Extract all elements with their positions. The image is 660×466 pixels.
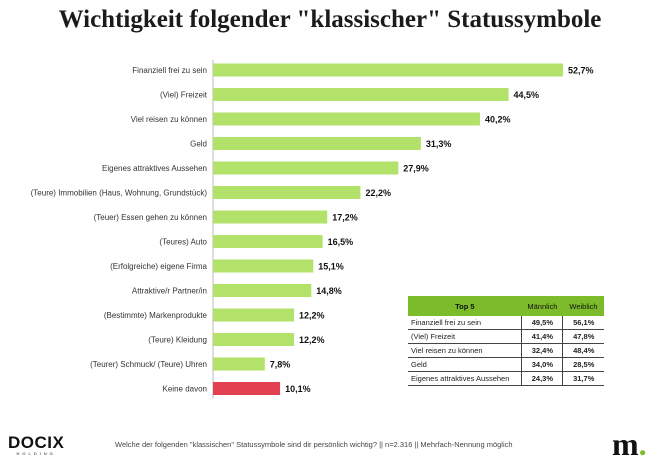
top5-row-female: 28,5% <box>562 357 604 372</box>
bar <box>213 210 328 224</box>
bar <box>213 137 421 150</box>
category-label: Eigenes attraktives Aussehen <box>102 164 207 173</box>
m-logo: m. <box>612 428 647 460</box>
m-logo-dot: . <box>638 426 647 462</box>
value-label: 16,5% <box>328 237 354 247</box>
top5-row-name: (Viel) Freizeit <box>408 329 522 344</box>
top5-row: (Viel) Freizeit 41,4% 47,8% <box>408 329 604 344</box>
top5-header-name: Top 5 <box>408 296 522 316</box>
top5-row-male: 49,5% <box>521 316 563 330</box>
value-label: 10,1% <box>285 384 311 394</box>
category-label: (Teure) Kleidung <box>148 336 207 345</box>
value-label: 12,2% <box>299 311 325 321</box>
category-label: (Teuer) Essen gehen zu können <box>94 213 207 222</box>
top5-row-name: Geld <box>408 357 522 372</box>
top5-row-female: 56,1% <box>562 316 604 330</box>
bar <box>213 112 480 126</box>
bar-chart: Finanziell frei zu sein 52,7% (Viel) Freiz… <box>31 60 594 399</box>
top5-row: Geld 34,0% 28,5% <box>408 357 604 372</box>
value-label: 52,7% <box>568 66 594 76</box>
value-label: 12,2% <box>299 335 325 345</box>
value-label: 44,5% <box>514 90 540 100</box>
bar <box>213 308 295 322</box>
top5-row-male: 34,0% <box>521 357 563 372</box>
top5-row-male: 24,3% <box>521 371 563 386</box>
category-label: Geld <box>190 140 207 149</box>
value-label: 40,2% <box>485 115 511 125</box>
top5-header-row: Top 5 Männlich Weiblich <box>408 296 604 316</box>
top5-row-name: Finanziell frei zu sein <box>408 316 522 330</box>
category-label: (Teure) Immobilien (Haus, Wohnung, Grund… <box>31 189 208 198</box>
top5-row: Finanziell frei zu sein 49,5% 56,1% <box>408 316 604 330</box>
bar <box>213 259 314 273</box>
category-label: Viel reisen zu können <box>131 115 207 124</box>
value-label: 22,2% <box>365 188 391 198</box>
footer-note: Welche der folgenden "klassischen" Statu… <box>115 440 513 449</box>
value-label: 27,9% <box>403 164 429 174</box>
docix-logo-word: DOCIX <box>8 433 65 452</box>
bar <box>213 382 281 395</box>
bar <box>213 63 563 77</box>
category-label: Finanziell frei zu sein <box>132 66 207 75</box>
top5-row-name: Eigenes attraktives Aussehen <box>408 371 522 386</box>
docix-logo: DOCIX HOLDING <box>8 434 64 456</box>
category-label: Keine davon <box>163 385 207 394</box>
bar <box>213 284 312 297</box>
top5-row: Eigenes attraktives Aussehen 24,3% 31,7% <box>408 371 604 386</box>
top5-row: Viel reisen zu können 32,4% 48,4% <box>408 343 604 358</box>
top5-row-male: 32,4% <box>521 343 563 358</box>
category-label: (Viel) Freizeit <box>160 91 208 100</box>
value-label: 14,8% <box>316 286 342 296</box>
value-label: 31,3% <box>426 139 452 149</box>
value-label: 15,1% <box>318 262 344 272</box>
bar <box>213 186 361 199</box>
top5-row-name: Viel reisen zu können <box>408 343 522 358</box>
top5-table: Top 5 Männlich Weiblich Finanziell frei … <box>408 296 604 386</box>
top5-row-female: 48,4% <box>562 343 604 358</box>
category-label: (Bestimmte) Markenprodukte <box>104 311 208 320</box>
top5-header-female: Weiblich <box>562 296 604 316</box>
bar <box>213 161 399 175</box>
top5-row-male: 41,4% <box>521 329 563 344</box>
bar <box>213 88 509 101</box>
m-logo-letter: m <box>612 426 639 462</box>
value-label: 7,8% <box>270 360 291 370</box>
top5-header-male: Männlich <box>521 296 563 316</box>
bar <box>213 235 323 248</box>
category-label: (Teurer) Schmuck/ (Teure) Uhren <box>90 360 207 369</box>
top5-row-female: 31,7% <box>562 371 604 386</box>
bar <box>213 333 295 346</box>
value-label: 17,2% <box>332 213 358 223</box>
docix-logo-sub: HOLDING <box>16 451 56 456</box>
top5-row-female: 47,8% <box>562 329 604 344</box>
bar <box>213 357 265 371</box>
category-label: (Erfolgreiche) eigene Firma <box>110 262 207 271</box>
chart-title: Wichtigkeit folgender "klassischer" Stat… <box>58 6 602 33</box>
category-label: Attraktive/r Partner/in <box>132 287 207 296</box>
category-label: (Teures) Auto <box>159 238 207 247</box>
